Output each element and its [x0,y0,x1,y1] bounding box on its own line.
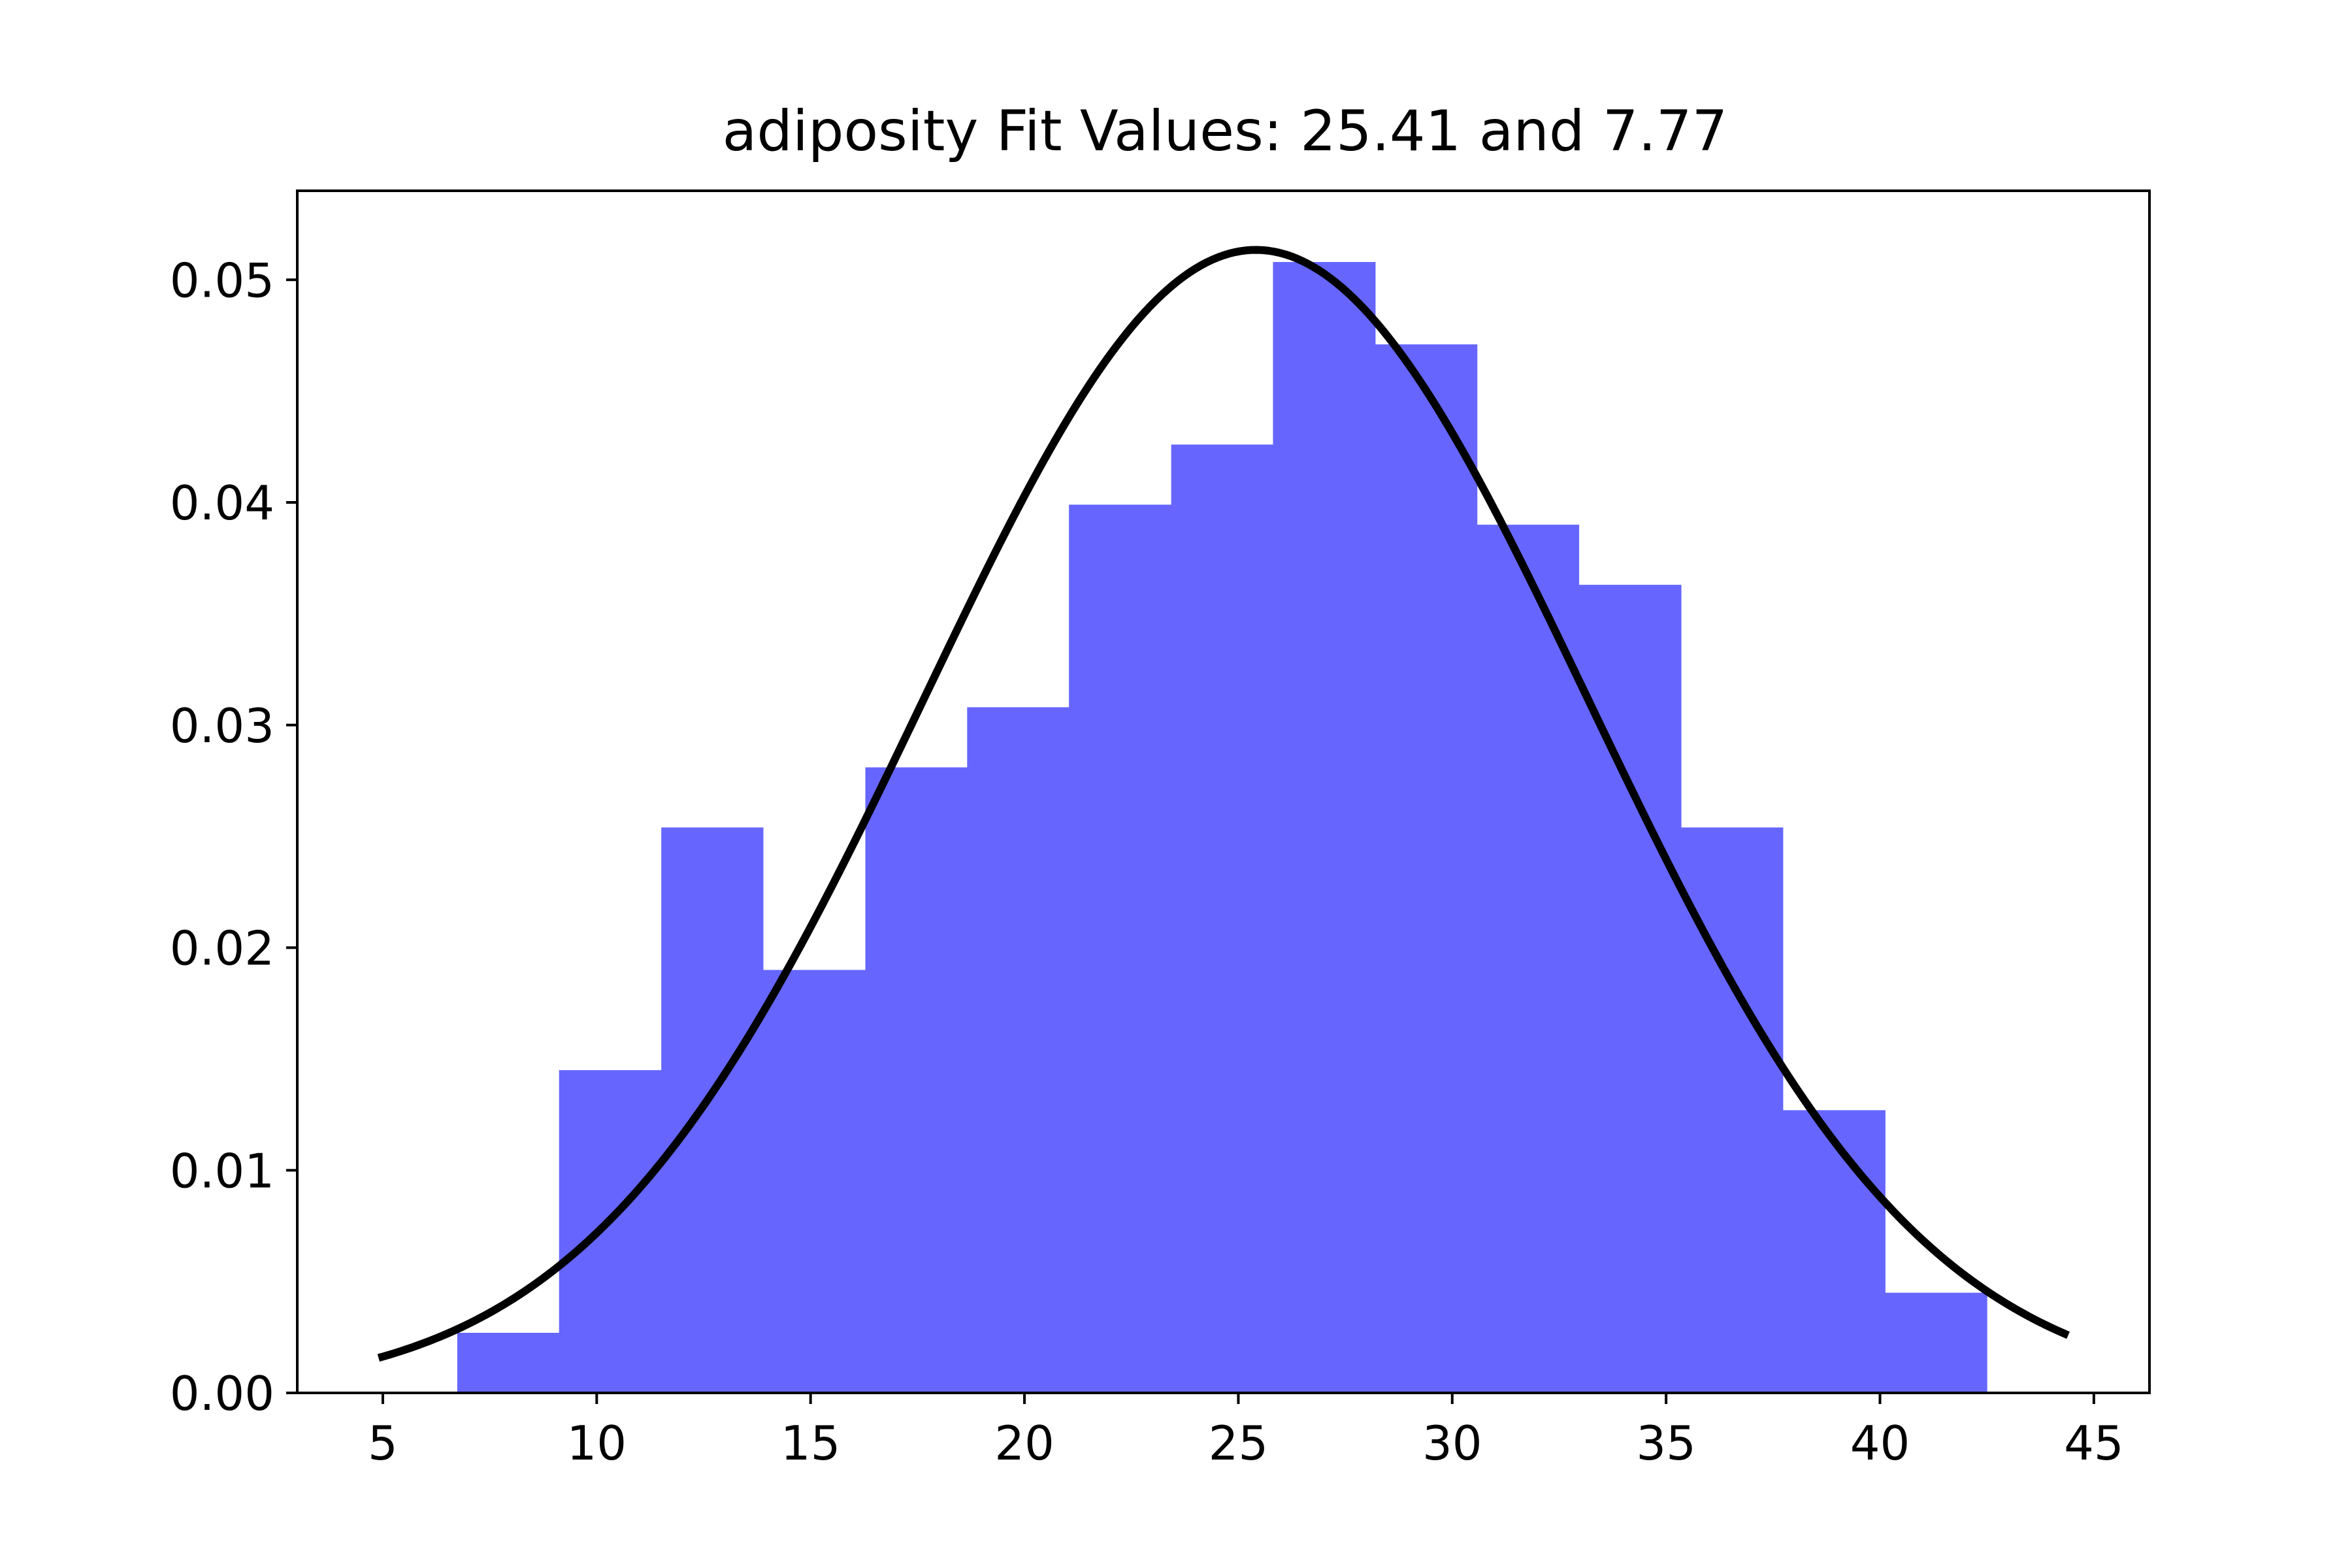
y-tick-label: 0.02 [170,921,274,976]
fit-curve-line [377,246,2070,1362]
histogram-bar [457,1333,560,1393]
x-tick-label: 20 [994,1416,1054,1471]
y-axis: 0.00 0.01 0.02 0.03 0.04 0.05 [170,253,297,1421]
y-tick-label: 0.00 [170,1366,274,1421]
fit-curve-layer [377,246,2070,1362]
x-axis: 5 10 15 20 25 30 35 40 45 [368,1393,2124,1471]
x-tick-label: 15 [781,1416,841,1471]
y-tick-label: 0.05 [170,253,274,308]
histogram-bar [1477,525,1580,1393]
x-tick-label: 30 [1422,1416,1482,1471]
x-tick-label: 10 [567,1416,627,1471]
histogram-bar [967,707,1070,1393]
histogram-bars [457,262,1987,1393]
histogram-bar [865,767,968,1393]
x-tick-label: 45 [2064,1416,2124,1471]
x-tick-label: 5 [368,1416,398,1471]
histogram-bar [1273,262,1376,1393]
histogram-bar [661,827,764,1393]
x-tick-label: 40 [1850,1416,1910,1471]
x-tick-label: 25 [1209,1416,1269,1471]
histogram-bar [1885,1292,1987,1393]
histogram-bar [1069,504,1172,1393]
histogram-bar [559,1070,662,1393]
histogram-bar [1782,1110,1886,1393]
y-tick-label: 0.03 [170,698,274,753]
x-tick-label: 35 [1636,1416,1696,1471]
plot-area-frame [296,189,2151,1394]
chart-title: adiposity Fit Values: 25.41 and 7.77 [723,99,1728,164]
histogram-bar [1171,444,1273,1393]
y-tick-label: 0.01 [170,1143,274,1198]
y-tick-label: 0.04 [170,476,274,531]
histogram-bar [763,970,866,1393]
histogram-bar [1375,344,1478,1393]
